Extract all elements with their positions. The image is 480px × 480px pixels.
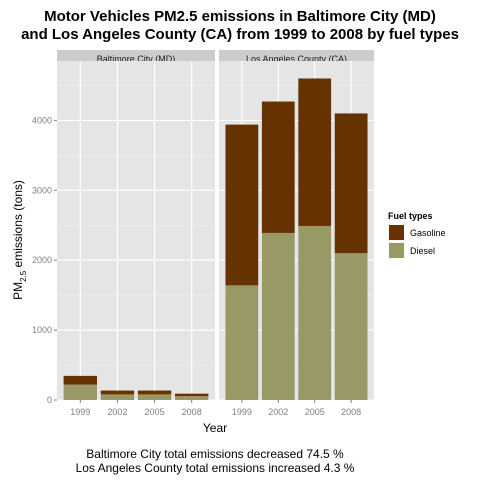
facet-panel-1: Los Angeles County (CA) 1999 2002 2005 2008 (219, 50, 374, 417)
y-tick-label-4000: 4000 (32, 115, 52, 125)
caption-line-1: Baltimore City total emissions decreased… (86, 447, 344, 461)
facet-strip-label-1: Los Angeles County (CA) (246, 54, 347, 64)
y-tick-label-2000: 2000 (32, 255, 52, 265)
bar-gasoline-2008-facet-1 (334, 113, 368, 254)
legend-swatch-diesel (389, 243, 404, 258)
x-tick-label-1999: 1999 (70, 407, 90, 417)
bar-gasoline-2002-facet-0 (100, 390, 135, 395)
bar-diesel-1999-facet-1 (225, 285, 259, 400)
bar-diesel-2008-facet-0 (174, 396, 209, 400)
y-tick-label-3000: 3000 (32, 185, 52, 195)
x-axis-label: Year (203, 421, 227, 435)
bar-gasoline-1999-facet-1 (225, 124, 259, 286)
y-axis-label-rest: emissions (tons) (11, 180, 25, 271)
y-axis-label: PM2.5 emissions (tons) (11, 180, 28, 300)
bar-diesel-1999-facet-0 (63, 384, 98, 400)
x-tick-label-1999: 1999 (232, 407, 252, 417)
x-tick-label-2002: 2002 (107, 407, 127, 417)
bar-diesel-2002-facet-0 (100, 394, 135, 400)
facet-panel-0: Baltimore City (MD) 1999 2002 2005 2008 (57, 50, 215, 417)
x-tick-label-2008: 2008 (182, 407, 202, 417)
y-tick-label-1000: 1000 (32, 325, 52, 335)
bar-gasoline-2005-facet-1 (298, 78, 332, 226)
legend: Fuel types Gasoline Diesel (387, 211, 446, 260)
caption-line-2: Los Angeles County total emissions incre… (76, 461, 355, 475)
bar-diesel-2008-facet-1 (334, 253, 368, 400)
legend-label-gasoline: Gasoline (410, 228, 446, 238)
y-axis-label-base: PM (11, 282, 25, 300)
bar-diesel-2002-facet-1 (261, 232, 295, 400)
facet-strip-label-0: Baltimore City (MD) (97, 54, 176, 64)
bar-diesel-2005-facet-1 (298, 225, 332, 400)
bar-gasoline-2005-facet-0 (137, 390, 172, 395)
x-tick-label-2002: 2002 (268, 407, 288, 417)
chart-title-line-1: Motor Vehicles PM2.5 emissions in Baltim… (44, 8, 436, 25)
x-tick-label-2005: 2005 (145, 407, 165, 417)
x-tick-label-2008: 2008 (341, 407, 361, 417)
legend-label-diesel: Diesel (410, 246, 435, 256)
bar-diesel-2005-facet-0 (137, 394, 172, 400)
panel-background-0 (57, 61, 215, 400)
bar-gasoline-1999-facet-0 (63, 375, 98, 385)
legend-swatch-gasoline (389, 225, 404, 240)
y-tick-label-0: 0 (47, 395, 52, 405)
y-axis: 0 1000 2000 3000 4000 (32, 115, 57, 405)
y-axis-label-sub: 2.5 (19, 270, 28, 282)
legend-title: Fuel types (388, 211, 433, 221)
bar-gasoline-2002-facet-1 (261, 101, 295, 233)
x-tick-label-2005: 2005 (305, 407, 325, 417)
bar-gasoline-2008-facet-0 (174, 393, 209, 397)
chart-title-line-2: and Los Angeles County (CA) from 1999 to… (21, 26, 459, 43)
